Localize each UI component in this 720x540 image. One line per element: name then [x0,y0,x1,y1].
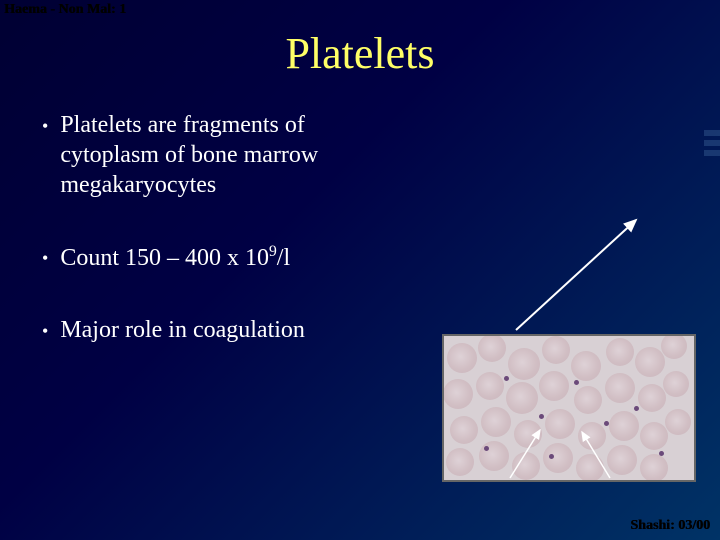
edge-stripe [704,130,720,136]
rbc-cell [663,371,689,397]
rbc-cell [512,452,540,480]
bullet-text: Count 150 – 400 x 109/l [60,242,290,273]
rbc-cell [543,443,573,473]
rbc-cell [539,371,569,401]
rbc-cell [640,454,668,482]
slide-title: Platelets [0,28,720,79]
rbc-cell [605,373,635,403]
platelet-dot [634,406,639,411]
rbc-cell [609,411,639,441]
platelet-micrograph [442,334,696,482]
bullet-mark-icon: • [42,247,48,270]
rbc-cell [576,454,604,482]
bullet-text: Major role in coagulation [60,315,305,345]
platelet-dot [504,376,509,381]
rbc-cell [450,416,478,444]
rbc-cell [545,409,575,439]
edge-stripe [704,140,720,146]
platelet-dot [484,446,489,451]
platelet-dot [574,380,579,385]
bullet-item: • Major role in coagulation [42,315,382,345]
bullet-text: Platelets are fragments of cytoplasm of … [60,110,382,200]
bullet-mark-icon: • [42,320,48,343]
rbc-cell [508,348,540,380]
platelet-dot [604,421,609,426]
rbc-cell [476,372,504,400]
bullet-item: • Count 150 – 400 x 109/l [42,242,382,273]
platelet-dot [659,451,664,456]
rbc-cell [443,379,473,409]
rbc-cell [542,336,570,364]
rbc-cell [478,334,506,362]
platelet-dot [549,454,554,459]
rbc-cell [635,347,665,377]
rbc-cell [506,382,538,414]
pointer-arrow-upper [516,220,636,330]
rbc-cell [571,351,601,381]
bullet-item: • Platelets are fragments of cytoplasm o… [42,110,382,200]
header-label: Haema - Non Mal: 1 [4,2,126,18]
rbc-cell [665,409,691,435]
rbc-cell [514,420,542,448]
rbc-cell [638,384,666,412]
rbc-cell [607,445,637,475]
rbc-cell [661,334,687,359]
footer-credit: Shashi: 03/00 [630,518,710,534]
rbc-cell [578,422,606,450]
bullet-mark-icon: • [42,115,48,138]
bullet-list: • Platelets are fragments of cytoplasm o… [42,110,382,387]
rbc-cell [574,386,602,414]
rbc-cell [479,441,509,471]
rbc-cell [446,448,474,476]
platelet-dot [539,414,544,419]
edge-stripe [704,150,720,156]
rbc-cell [640,422,668,450]
rbc-cell [447,343,477,373]
rbc-cell [606,338,634,366]
rbc-cell [481,407,511,437]
